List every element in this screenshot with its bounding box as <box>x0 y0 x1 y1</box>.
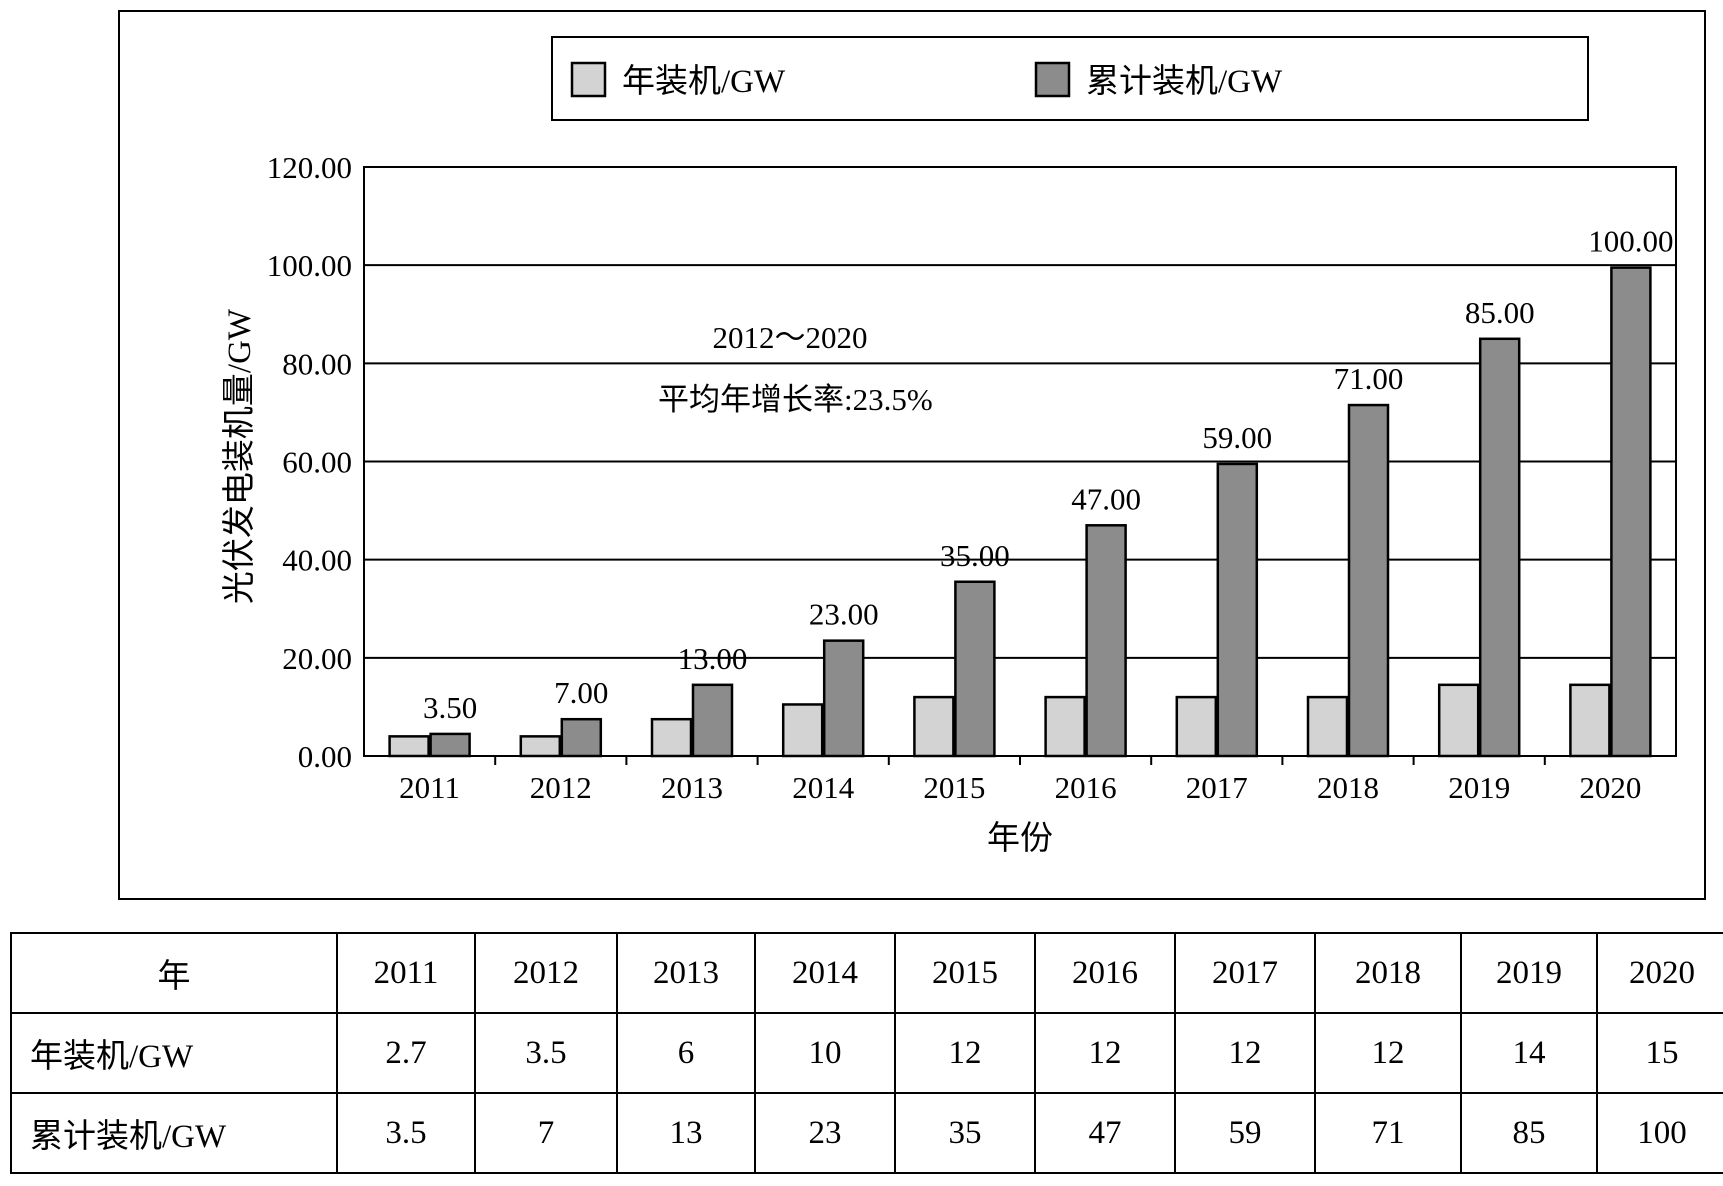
data-label: 100.00 <box>1588 224 1673 259</box>
table-cell: 7 <box>474 1092 618 1174</box>
table-row: 累计装机/GW 3.5 7 13 23 35 47 59 71 85 100 <box>10 1092 1723 1174</box>
bar-cumulative <box>1085 524 1127 758</box>
x-axis-title: 年份 <box>987 820 1053 857</box>
bar-annual <box>388 735 430 758</box>
legend-label: 年装机/GW <box>622 63 786 100</box>
table-header-label: 年 <box>10 932 338 1014</box>
legend-swatch <box>1034 61 1071 98</box>
table-header-year: 2014 <box>754 932 896 1014</box>
table-cell: 12 <box>1034 1012 1176 1094</box>
table-row: 年装机/GW 2.7 3.5 6 10 12 12 12 12 14 15 <box>10 1012 1723 1094</box>
chart-frame: 0.00 20.00 40.00 60.00 80.00 100.00 120.00 3.50… <box>118 10 1706 900</box>
bar-annual <box>650 717 693 758</box>
bar-cumulative <box>1347 403 1390 758</box>
table-row-label: 年装机/GW <box>10 1012 338 1094</box>
table-cell: 12 <box>1314 1012 1462 1094</box>
table-cell: 35 <box>894 1092 1036 1174</box>
x-tick-label: 2020 <box>1579 770 1641 805</box>
table-header-year: 2016 <box>1034 932 1176 1014</box>
x-tick-label: 2016 <box>1055 770 1117 805</box>
table-cell: 85 <box>1460 1092 1598 1174</box>
bar-cumulative <box>822 639 865 758</box>
bar-cumulative <box>1610 266 1652 758</box>
table-header-year: 2015 <box>894 932 1036 1014</box>
x-tick-label: 2019 <box>1448 770 1510 805</box>
data-label: 35.00 <box>940 538 1010 573</box>
table-cell: 3.5 <box>336 1092 476 1174</box>
y-tick-label: 100.00 <box>267 248 352 283</box>
bar-cumulative <box>1216 462 1259 758</box>
table-cell: 10 <box>754 1012 896 1094</box>
y-tick-label: 80.00 <box>282 346 352 381</box>
y-tick-label: 0.00 <box>298 739 352 774</box>
table-cell: 47 <box>1034 1092 1176 1174</box>
x-tick-label: 2012 <box>530 770 592 805</box>
bar-cumulative <box>691 683 734 758</box>
table-cell: 59 <box>1174 1092 1316 1174</box>
data-label: 85.00 <box>1465 295 1535 330</box>
table-header-year: 2018 <box>1314 932 1462 1014</box>
bar-annual <box>1437 683 1480 758</box>
x-tick-label: 2013 <box>661 770 723 805</box>
table-cell: 100 <box>1596 1092 1723 1174</box>
table-cell: 12 <box>1174 1012 1316 1094</box>
table-cell: 23 <box>754 1092 896 1174</box>
table-header-year: 2019 <box>1460 932 1598 1014</box>
table-cell: 13 <box>616 1092 756 1174</box>
bar-annual <box>781 703 824 758</box>
table-header-year: 2017 <box>1174 932 1316 1014</box>
y-tick-label: 60.00 <box>282 445 352 480</box>
x-tick-label: 2018 <box>1317 770 1379 805</box>
table-header-year: 2020 <box>1596 932 1723 1014</box>
data-label: 71.00 <box>1334 361 1404 396</box>
bar-cumulative <box>560 717 603 758</box>
x-tick-label: 2011 <box>399 770 460 805</box>
bar-cumulative <box>954 580 996 758</box>
y-tick-label: 20.00 <box>282 641 352 676</box>
table-header-year: 2013 <box>616 932 756 1014</box>
bar-cumulative <box>1478 337 1521 758</box>
table-cell: 12 <box>894 1012 1036 1094</box>
x-tick-label: 2017 <box>1186 770 1248 805</box>
table-header-year: 2012 <box>474 932 618 1014</box>
data-label: 47.00 <box>1071 481 1141 516</box>
bar-annual <box>1044 695 1086 758</box>
bar-annual <box>519 735 562 758</box>
y-axis-title: 光伏发电装机量/GW <box>221 308 258 604</box>
table-header-year: 2011 <box>336 932 476 1014</box>
table-cell: 6 <box>616 1012 756 1094</box>
table-header-row: 年 2011 2012 2013 2014 2015 2016 2017 2018 2019 202… <box>10 932 1723 1014</box>
data-label: 13.00 <box>678 641 748 676</box>
data-label: 23.00 <box>809 597 879 632</box>
bar-annual <box>913 695 955 758</box>
bar-annual <box>1569 683 1611 758</box>
bar-annual <box>1306 695 1349 758</box>
annotation-period: 2012～2020 <box>713 320 868 355</box>
annotation-growth-rate: 平均年增长率:23.5% <box>658 382 933 417</box>
y-tick-label: 120.00 <box>267 150 352 185</box>
legend-swatch <box>570 61 607 98</box>
bar-cumulative <box>429 732 471 758</box>
table-cell: 3.5 <box>474 1012 618 1094</box>
data-label: 7.00 <box>554 675 608 710</box>
data-label: 3.50 <box>423 690 477 725</box>
data-table: 年 2011 2012 2013 2014 2015 2016 2017 2018 2019 202… <box>10 932 1723 1174</box>
bar-chart: 0.00 20.00 40.00 60.00 80.00 100.00 120.00 3.50… <box>221 36 1677 857</box>
x-tick-label: 2015 <box>923 770 985 805</box>
y-tick-label: 40.00 <box>282 543 352 578</box>
table-cell: 2.7 <box>336 1012 476 1094</box>
table-cell: 15 <box>1596 1012 1723 1094</box>
table-row-label: 累计装机/GW <box>10 1092 338 1174</box>
bar-annual <box>1175 695 1218 758</box>
table-cell: 14 <box>1460 1012 1598 1094</box>
x-tick-label: 2014 <box>792 770 855 805</box>
legend-label: 累计装机/GW <box>1086 63 1283 100</box>
table-cell: 71 <box>1314 1092 1462 1174</box>
data-label: 59.00 <box>1202 420 1272 455</box>
